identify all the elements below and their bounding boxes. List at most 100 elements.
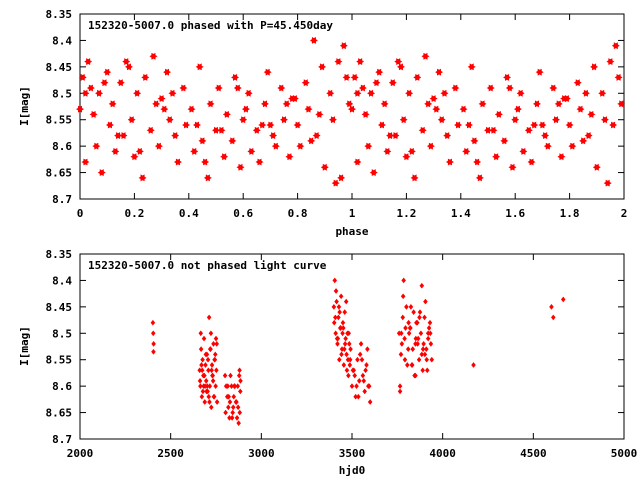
phased-ticks: 0 0.2 0.4 0.6 0.8 1 1.2 1.4 1.6 1.8 2 8.35 8.4 8.45 8.…	[46, 8, 628, 220]
unphased-y-tick-label: 8.45	[46, 301, 73, 314]
phased-data-point	[573, 79, 582, 87]
phased-data-point	[160, 105, 169, 113]
phased-data-point	[413, 73, 422, 81]
unphased-data-point	[410, 346, 416, 352]
phased-data-point	[405, 89, 414, 97]
unphased-data-point	[411, 309, 416, 315]
unphased-data-point	[198, 330, 204, 337]
phased-data-point	[192, 121, 201, 129]
phased-data-point	[217, 126, 226, 134]
phased-data-point	[342, 73, 351, 81]
phased-data-point	[228, 137, 237, 145]
unphased-y-tick-label: 8.6	[52, 380, 72, 393]
unphased-y-tick-label: 8.35	[46, 248, 73, 261]
phased-data-point	[239, 116, 248, 124]
unphased-data-point	[150, 319, 156, 326]
unphased-data-point	[205, 356, 211, 363]
phased-data-point	[388, 79, 397, 87]
unphased-data-point	[226, 404, 231, 411]
unphased-data-point	[150, 330, 156, 337]
phased-data-point	[532, 100, 541, 108]
phased-data-point	[304, 105, 313, 113]
unphased-data-point	[417, 314, 422, 321]
unphased-data-point	[354, 383, 359, 389]
unphased-data-point	[342, 341, 348, 347]
phased-data-point	[467, 63, 476, 71]
phased-data-point	[524, 126, 533, 134]
unphased-data-point	[333, 330, 338, 337]
unphased-data-point	[340, 319, 346, 326]
phased-y-tick-label: 8.7	[52, 193, 72, 206]
phased-data-point	[549, 84, 558, 92]
phased-data-point	[353, 158, 362, 166]
unphased-data-point	[402, 356, 408, 363]
unphased-data-point	[424, 356, 429, 363]
unphased-data-point	[331, 304, 337, 310]
unphased-data-point	[360, 372, 366, 379]
phased-data-point	[377, 121, 386, 129]
phased-data-point	[600, 116, 609, 124]
unphased-data-point	[361, 378, 367, 384]
phased-data-point	[296, 142, 305, 150]
unphased-data-point	[238, 378, 243, 384]
unphased-data-point	[471, 362, 476, 368]
phased-data-point	[163, 68, 172, 76]
unphased-data-point	[237, 367, 242, 374]
phased-data-point	[252, 126, 261, 134]
unphased-data-point	[199, 362, 204, 368]
phased-data-point	[451, 84, 460, 92]
phased-data-point	[290, 95, 299, 103]
phased-data-point	[552, 116, 560, 124]
unphased-data-point	[344, 367, 350, 374]
unphased-data-point	[356, 378, 362, 384]
unphased-data-point	[415, 341, 420, 347]
phased-data-point	[603, 179, 612, 187]
phased-data-point	[81, 89, 90, 97]
unphased-data-point	[198, 346, 204, 352]
phased-data-point	[557, 153, 566, 161]
phased-data-point	[165, 116, 174, 124]
phased-data-point	[402, 153, 411, 161]
unphased-y-tick-label: 8.55	[46, 354, 73, 367]
phased-data-point	[598, 89, 607, 97]
unphased-data-point	[342, 346, 347, 352]
unphased-data-point	[359, 356, 365, 363]
unphased-chart: 152320-5007.0 not phased light curve hjd…	[18, 248, 637, 477]
phased-data-point	[345, 100, 354, 108]
phased-data-point	[581, 89, 590, 97]
phased-data-point	[130, 153, 139, 161]
phased-x-tick-label: 1.4	[451, 207, 471, 220]
phased-data-point	[309, 36, 318, 44]
unphased-data-point	[229, 415, 235, 421]
unphased-data-point	[408, 304, 414, 310]
unphased-data-point	[334, 298, 339, 305]
phased-data-point	[443, 132, 452, 140]
unphased-data-point	[338, 325, 344, 331]
unphased-data-point	[416, 356, 422, 363]
phased-x-tick-label: 0.4	[179, 207, 199, 220]
unphased-data-point	[346, 330, 352, 337]
unphased-data-point	[401, 277, 406, 284]
phased-data-point	[473, 158, 482, 166]
phased-data-point	[530, 121, 539, 129]
phased-data-point	[372, 79, 381, 87]
unphased-data-point	[204, 388, 209, 395]
unphased-data-point	[232, 383, 237, 389]
phased-data-points	[76, 36, 626, 187]
unphased-data-point	[211, 341, 216, 347]
unphased-data-point	[424, 367, 430, 374]
unphased-data-point	[210, 372, 215, 379]
unphased-data-point	[213, 335, 219, 342]
phased-data-point	[154, 142, 163, 150]
phased-data-point	[124, 63, 133, 71]
unphased-data-point	[425, 335, 431, 342]
unphased-data-point	[343, 298, 349, 305]
phased-data-point	[541, 132, 550, 140]
unphased-data-point	[400, 314, 406, 321]
phased-data-point	[356, 58, 365, 66]
phased-data-point	[280, 116, 288, 124]
phased-data-point	[421, 52, 430, 60]
unphased-data-point	[338, 293, 344, 300]
unphased-data-point	[206, 393, 212, 400]
unphased-data-point	[207, 346, 213, 352]
